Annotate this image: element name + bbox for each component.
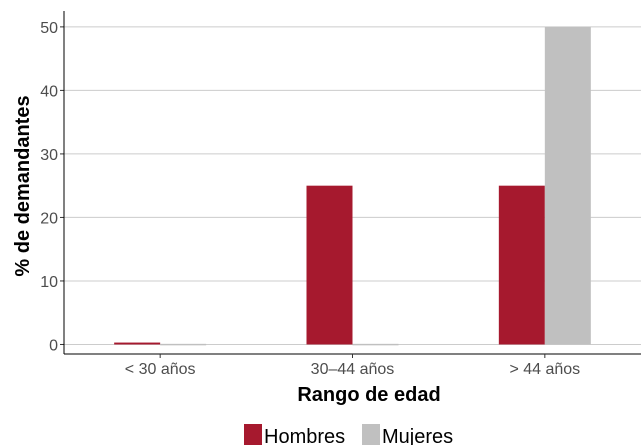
legend-label-hombres: Hombres: [264, 426, 345, 445]
x-axis-ticks: < 30 años 30–44 años > 44 años: [125, 361, 580, 378]
bar-hombres-1: [306, 185, 353, 345]
x-tick-label: < 30 años: [125, 361, 196, 378]
legend: Hombres Mujeres: [244, 424, 453, 445]
bar-mujeres-0: [160, 343, 207, 346]
y-axis-ticks: 0 10 20 30 40 50: [40, 20, 58, 355]
legend-swatch-mujeres: [362, 424, 380, 445]
bar-hombres-0: [114, 342, 161, 345]
y-tick-label: 0: [49, 337, 58, 354]
legend-swatch-hombres: [244, 424, 262, 445]
y-tick-label: 30: [40, 147, 58, 164]
legend-label-mujeres: Mujeres: [382, 426, 453, 445]
x-axis-title: Rango de edad: [297, 384, 440, 406]
bar-mujeres-2: [544, 26, 591, 345]
y-tick-label: 10: [40, 274, 58, 291]
bar-mujeres-1: [352, 343, 399, 346]
y-tick-label: 50: [40, 20, 58, 37]
bars: [114, 26, 591, 346]
y-tick-label: 40: [40, 83, 58, 100]
y-tick-label: 20: [40, 210, 58, 227]
bar-hombres-2: [498, 185, 545, 345]
axes: [60, 11, 641, 358]
x-tick-label: > 44 años: [509, 361, 580, 378]
x-tick-label: 30–44 años: [311, 361, 395, 378]
y-axis-title: % de demandantes: [12, 95, 34, 276]
